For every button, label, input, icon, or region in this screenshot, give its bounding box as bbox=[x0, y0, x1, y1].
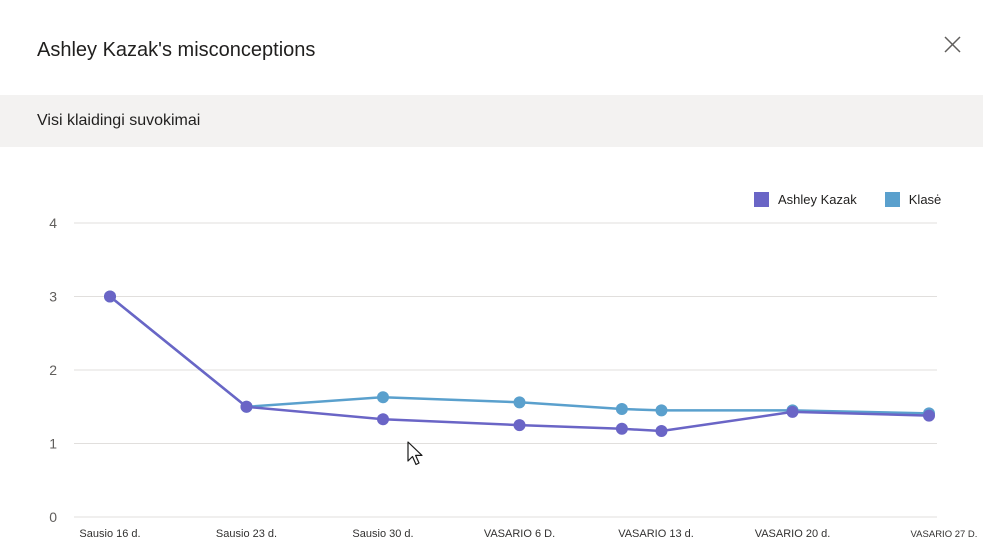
series-line-student bbox=[109, 295, 930, 433]
legend-item-student[interactable]: Ashley Kazak bbox=[754, 192, 857, 207]
section-band: Visi klaidingi suvokimai bbox=[0, 95, 983, 147]
misconceptions-chart: Ashley Kazak Klasė 0 1 2 3 4 Sausio 16 d. Saus… bbox=[0, 147, 983, 554]
chart-legend: Ashley Kazak Klasė bbox=[754, 192, 941, 207]
data-point-student bbox=[104, 290, 116, 303]
legend-label-class: Klasė bbox=[908, 192, 942, 207]
y-tick-label: 1 bbox=[49, 436, 57, 452]
y-tick-label: 0 bbox=[49, 509, 57, 525]
data-point-class bbox=[377, 391, 389, 404]
data-point-student bbox=[655, 425, 668, 438]
x-tick-label: VASARIO 27 D. bbox=[911, 529, 978, 540]
data-point-class bbox=[615, 402, 628, 415]
y-tick-label: 2 bbox=[49, 362, 57, 378]
x-tick-label: Sausio 16 d. bbox=[79, 528, 140, 540]
x-tick-label: VASARIO 13 d. bbox=[618, 528, 694, 540]
chart-plot: 0 1 2 3 4 Sausio 16 d. Sausio 23 d. Sausio 30 d… bbox=[49, 215, 978, 540]
data-point-class bbox=[655, 404, 668, 417]
dialog-title: Ashley Kazak's misconceptions bbox=[37, 39, 316, 61]
x-tick-label: Sausio 23 d. bbox=[216, 528, 277, 540]
dialog-header: Ashley Kazak's misconceptions bbox=[0, 0, 983, 95]
legend-label-student: Ashley Kazak bbox=[778, 192, 857, 207]
legend-item-class[interactable]: Klasė bbox=[884, 192, 942, 207]
data-point-student bbox=[240, 400, 253, 413]
legend-swatch-class bbox=[884, 192, 900, 207]
mouse-pointer-icon bbox=[407, 441, 423, 466]
x-tick-label: VASARIO 6 D. bbox=[484, 528, 555, 540]
y-tick-label: 4 bbox=[49, 215, 57, 231]
y-tick-label: 3 bbox=[49, 289, 57, 305]
legend-swatch-student bbox=[754, 192, 769, 207]
x-tick-label: VASARIO 20 d. bbox=[755, 528, 831, 540]
data-point-class bbox=[513, 396, 526, 409]
close-icon bbox=[944, 36, 961, 53]
x-tick-label: Sausio 30 d. bbox=[352, 528, 413, 540]
close-button[interactable] bbox=[936, 28, 968, 60]
section-title: Visi klaidingi suvokimai bbox=[37, 112, 201, 129]
data-point-student bbox=[615, 422, 628, 435]
data-point-student bbox=[923, 409, 935, 422]
data-point-student bbox=[377, 413, 389, 426]
series-line-class bbox=[109, 295, 930, 415]
data-point-student bbox=[513, 419, 526, 432]
data-point-student bbox=[786, 405, 799, 418]
